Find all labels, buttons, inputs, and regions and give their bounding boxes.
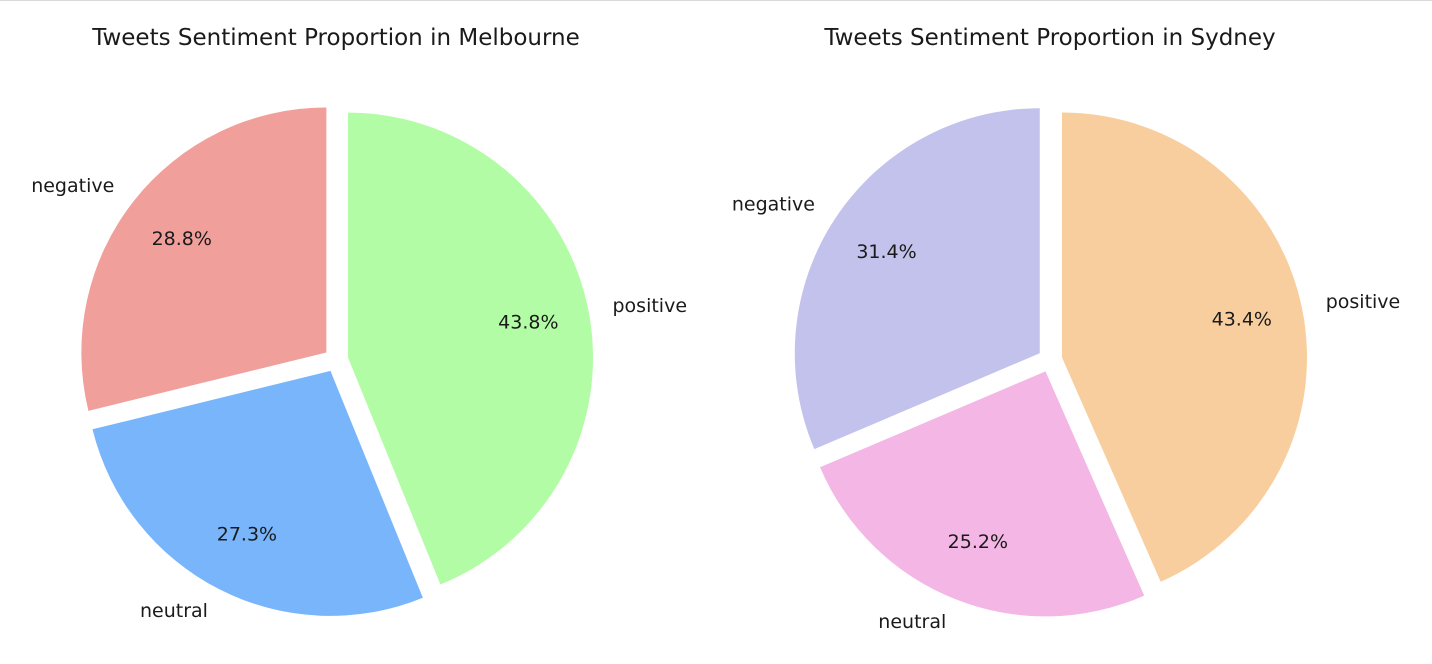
chart-title-sydney: Tweets Sentiment Proportion in Sydney (823, 25, 1275, 51)
pie-slice-sydney-positive (1061, 112, 1307, 582)
pct-label-sydney-negative: 31.4% (856, 241, 916, 263)
sydney-pie-chart: Tweets Sentiment Proportion in Sydney 31… (732, 25, 1400, 633)
pct-label-sydney-positive: 43.4% (1212, 309, 1272, 331)
pie-slice-melbourne-positive (348, 112, 594, 585)
pie-slice-sydney-neutral (820, 371, 1145, 617)
pct-label-melbourne-neutral: 27.3% (217, 524, 277, 546)
category-label-sydney-positive: positive (1326, 291, 1401, 313)
pie-slice-sydney-negative (794, 108, 1040, 450)
chart-title-melbourne: Tweets Sentiment Proportion in Melbourne (91, 25, 580, 51)
pct-label-melbourne-negative: 28.8% (152, 228, 212, 250)
category-label-sydney-neutral: neutral (878, 611, 946, 633)
category-label-melbourne-positive: positive (612, 295, 687, 317)
pie-slice-melbourne-neutral (92, 370, 423, 616)
melbourne-pie-chart: Tweets Sentiment Proportion in Melbourne… (31, 25, 687, 622)
top-divider (0, 0, 1432, 1)
category-label-melbourne-negative: negative (31, 175, 114, 197)
pct-label-melbourne-positive: 43.8% (498, 311, 558, 333)
pct-label-sydney-neutral: 25.2% (948, 531, 1008, 553)
pie-slice-melbourne-negative (81, 107, 327, 411)
category-label-melbourne-neutral: neutral (140, 600, 208, 622)
category-label-sydney-negative: negative (732, 194, 815, 216)
